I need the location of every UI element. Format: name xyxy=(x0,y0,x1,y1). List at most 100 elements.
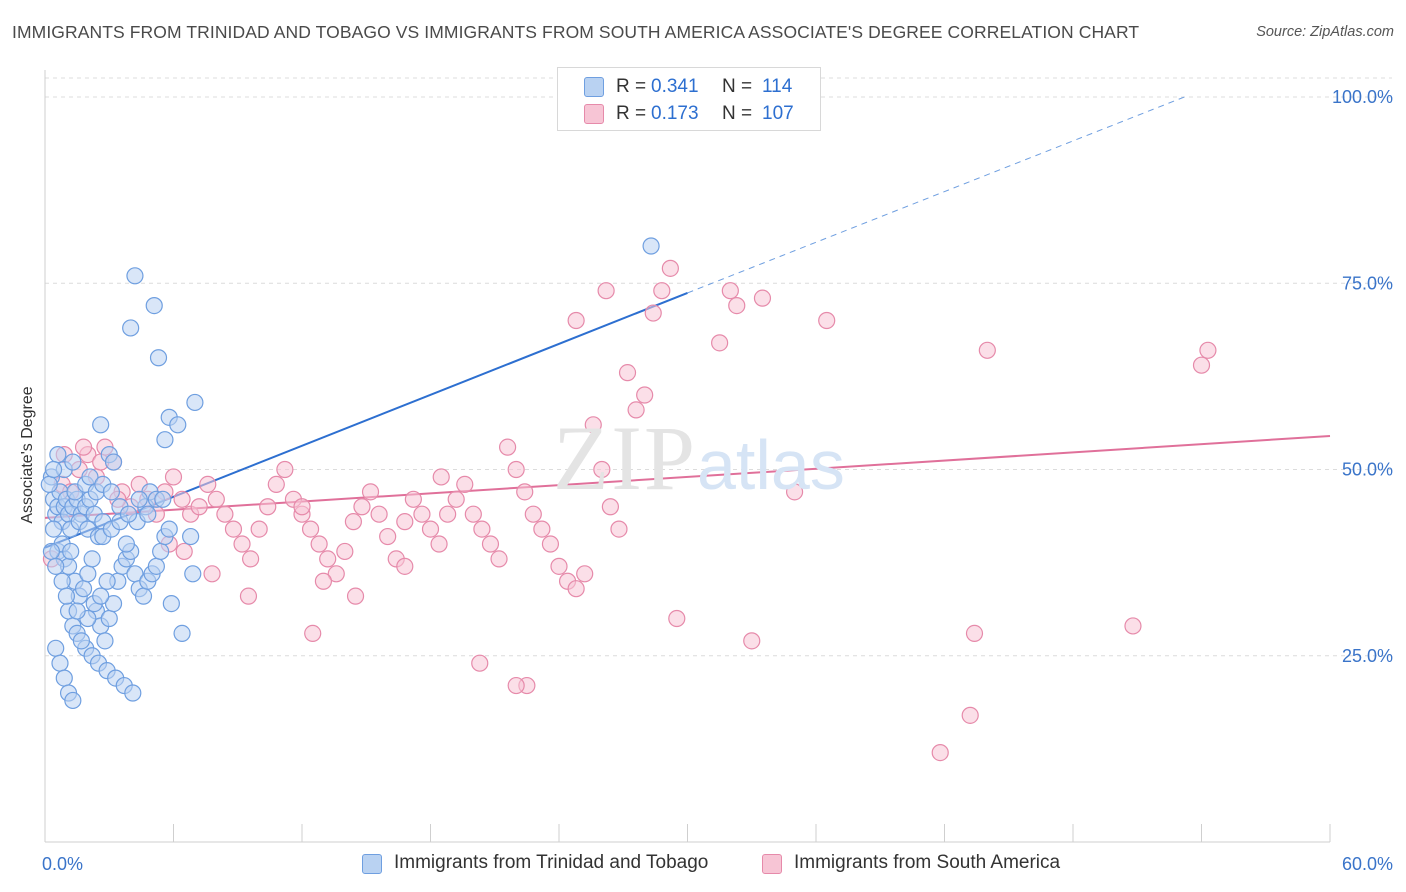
point-pink xyxy=(931,743,949,762)
point-blue xyxy=(162,594,180,613)
r-label: R = xyxy=(616,103,647,124)
point-blue xyxy=(53,572,71,590)
point-pink xyxy=(490,550,508,568)
point-blue xyxy=(44,460,63,479)
point-pink xyxy=(668,609,686,628)
point-blue xyxy=(47,557,65,575)
point-pink xyxy=(721,282,739,300)
point-pink xyxy=(481,535,500,553)
point-pink xyxy=(173,490,191,508)
point-pink xyxy=(593,460,611,479)
r-label: R = xyxy=(616,76,647,97)
blue-swatch-icon xyxy=(362,854,382,874)
point-blue xyxy=(117,535,135,553)
point-pink xyxy=(74,438,93,456)
blue-swatch-icon xyxy=(584,77,604,97)
point-blue xyxy=(49,446,67,464)
point-blue xyxy=(160,520,178,538)
point-pink xyxy=(439,505,457,523)
point-pink xyxy=(224,520,243,538)
grid-lines xyxy=(45,77,1392,657)
point-blue xyxy=(130,490,148,508)
point-pink xyxy=(250,520,268,538)
point-blue xyxy=(126,267,144,285)
point-pink xyxy=(432,468,450,486)
point-pink xyxy=(293,498,311,516)
point-pink xyxy=(379,527,397,546)
point-pink xyxy=(1124,617,1142,635)
point-blue xyxy=(122,319,140,337)
point-blue xyxy=(92,416,110,434)
point-blue xyxy=(173,624,191,643)
point-pink xyxy=(627,401,645,419)
point-blue xyxy=(184,565,202,583)
point-pink xyxy=(576,565,594,583)
point-pink xyxy=(601,498,620,516)
y-tick-label: 25.0% xyxy=(1342,646,1393,666)
point-pink xyxy=(361,483,380,501)
axes xyxy=(44,70,1331,843)
point-pink xyxy=(259,498,277,516)
point-blue xyxy=(104,594,123,613)
point-blue xyxy=(79,565,97,583)
point-pink xyxy=(753,289,772,307)
point-pink xyxy=(473,520,491,538)
pink-swatch-icon xyxy=(584,104,604,124)
point-pink xyxy=(661,259,679,277)
point-blue xyxy=(152,542,170,561)
point-pink xyxy=(239,587,258,605)
point-pink xyxy=(199,475,217,493)
point-pink xyxy=(276,460,294,479)
point-pink xyxy=(370,505,388,523)
y-axis-label: Associate's Degree xyxy=(19,386,36,524)
point-blue xyxy=(72,632,91,650)
point-blue xyxy=(102,483,120,501)
point-pink xyxy=(327,565,345,583)
source-label: Source: ZipAtlas.com xyxy=(1256,24,1394,40)
point-pink xyxy=(978,341,996,359)
point-pink xyxy=(653,282,671,300)
point-pink xyxy=(301,520,320,538)
point-pink xyxy=(233,535,251,553)
point-blue xyxy=(96,632,114,650)
point-blue xyxy=(104,453,123,471)
series-legend: Immigrants from Trinidad and Tobago Immi… xyxy=(0,851,1406,877)
point-pink xyxy=(644,304,662,322)
point-pink xyxy=(743,632,761,650)
point-pink xyxy=(965,624,984,643)
point-pink xyxy=(353,498,371,516)
point-pink xyxy=(550,557,568,575)
point-pink xyxy=(310,535,328,553)
point-pink xyxy=(203,565,221,583)
point-pink xyxy=(396,557,414,575)
trend-line-pink xyxy=(44,434,1331,519)
point-pink xyxy=(597,282,615,300)
point-blue xyxy=(47,639,65,657)
point-pink xyxy=(304,624,322,643)
n-value: 107 xyxy=(762,103,794,124)
point-pink xyxy=(456,475,474,493)
stats-legend: R = 0.341 N = 114 R = 0.173 N = 107 xyxy=(557,67,821,131)
point-blue xyxy=(64,691,82,710)
point-pink xyxy=(516,483,534,501)
point-pink xyxy=(464,505,482,523)
point-pink xyxy=(567,580,585,598)
point-pink xyxy=(507,460,525,479)
point-pink xyxy=(961,706,979,724)
watermark: ZIPatlas xyxy=(553,405,845,511)
point-blue xyxy=(98,572,116,590)
point-pink xyxy=(818,311,836,330)
x-tick-label-min: 0.0% xyxy=(42,854,83,874)
point-pink xyxy=(344,513,362,531)
pink-swatch-icon xyxy=(762,854,782,874)
y-tick-label: 75.0% xyxy=(1342,273,1393,293)
point-blue xyxy=(68,602,86,620)
chart-title: IMMIGRANTS FROM TRINIDAD AND TOBAGO VS I… xyxy=(12,22,1140,42)
n-label: N = xyxy=(722,76,753,97)
legend-label: Immigrants from Trinidad and Tobago xyxy=(394,852,709,873)
point-blue xyxy=(51,654,69,672)
point-blue xyxy=(119,505,138,523)
y-tick-label: 100.0% xyxy=(1332,87,1393,107)
point-pink xyxy=(413,505,431,523)
